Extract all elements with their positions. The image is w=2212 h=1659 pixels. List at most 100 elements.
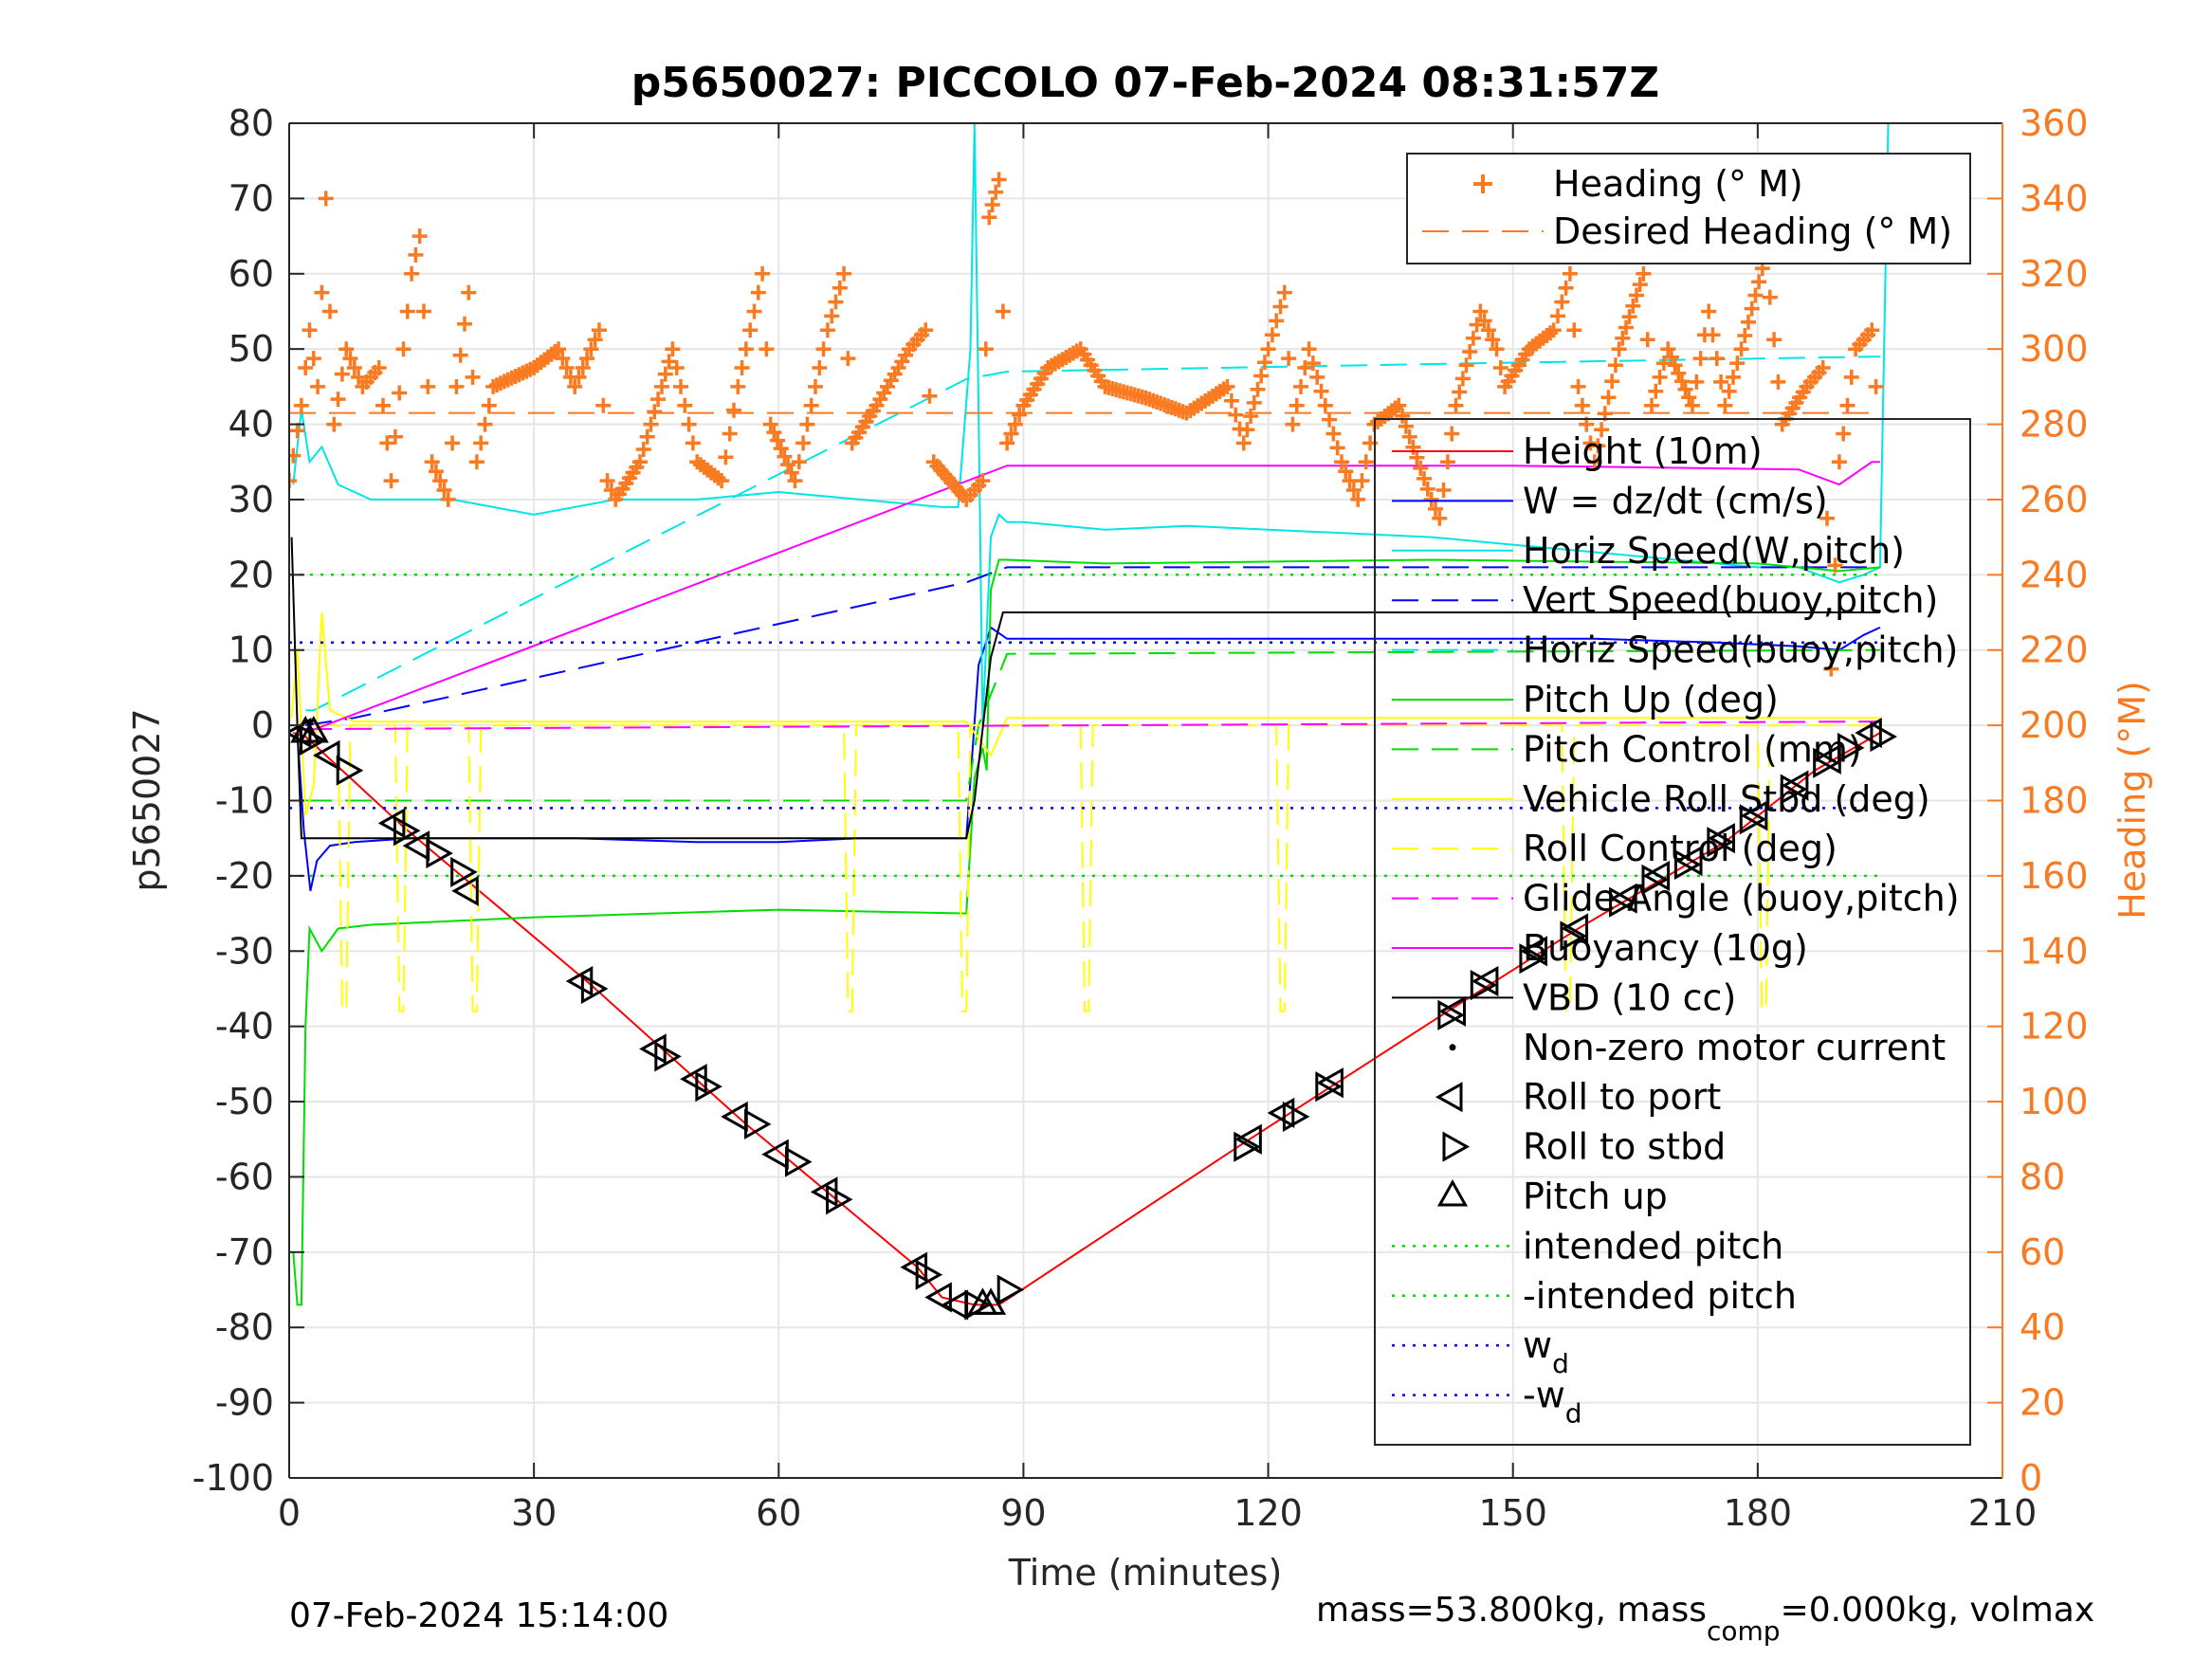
heading-point — [657, 366, 673, 382]
heading-point — [302, 322, 318, 338]
heading-point — [991, 172, 1007, 188]
heading-point — [1345, 483, 1362, 498]
heading-point — [1600, 390, 1617, 406]
heading-point — [452, 347, 468, 363]
heading-point — [1558, 280, 1574, 296]
heading-point — [1235, 435, 1252, 451]
heading-point — [1843, 369, 1859, 385]
heading-point — [828, 294, 844, 310]
roll-to-stbd-marker — [1739, 804, 1767, 835]
heading-point — [399, 303, 415, 319]
heading-point — [999, 435, 1015, 451]
heading-point — [1297, 360, 1313, 375]
roll-to-port-marker — [1520, 936, 1548, 967]
legend-label: Vert Speed(buoy,pitch) — [1523, 579, 1938, 621]
legend-label: Horiz Speed(W,pitch) — [1523, 530, 1905, 572]
heading-point — [832, 280, 848, 296]
x-tick-label: 210 — [1968, 1492, 2038, 1534]
heading-point — [1566, 322, 1582, 338]
legend-label: -intended pitch — [1523, 1275, 1797, 1317]
roll-to-port-marker — [1708, 823, 1735, 854]
y-tick-label: 0 — [251, 704, 274, 746]
heading-point — [1660, 341, 1676, 357]
heading-point — [1334, 454, 1349, 470]
heading-point — [975, 473, 991, 489]
heading-point — [1395, 408, 1411, 424]
y2-tick-label: 300 — [2020, 328, 2089, 370]
legend-label: -wd — [1523, 1375, 1582, 1430]
heading-point — [661, 354, 677, 370]
series-vehicle-roll-stbd-deg — [290, 611, 1880, 816]
legend-label-subscript: d — [1565, 1398, 1582, 1430]
legend-label: Roll to port — [1523, 1076, 1721, 1118]
roll-to-port-marker — [1267, 1097, 1295, 1129]
heading-point — [981, 210, 997, 226]
legend-label-text: VBD (10 cc) — [1523, 976, 1736, 1018]
roll-to-stbd-marker — [915, 1259, 943, 1290]
heading-point — [643, 416, 659, 432]
heading-point — [1391, 397, 1407, 413]
heading-point — [755, 265, 771, 282]
heading-point — [984, 197, 1000, 212]
heading-point — [342, 351, 358, 367]
heading-point — [1713, 374, 1729, 390]
legend-label: Roll to stbd — [1523, 1126, 1726, 1168]
roll-to-stbd-marker — [300, 724, 327, 757]
heading-point — [1465, 330, 1481, 346]
heading-point — [635, 442, 651, 457]
heading-point — [375, 397, 391, 413]
heading-point — [1350, 491, 1366, 507]
y-tick-label: -30 — [215, 930, 274, 972]
heading-point — [1689, 374, 1705, 390]
heading-point — [746, 303, 762, 319]
heading-point — [803, 397, 819, 413]
legend-label: wd — [1523, 1324, 1569, 1379]
heading-point — [1681, 390, 1697, 406]
heading-point — [1281, 351, 1297, 367]
y-tick-label: 40 — [229, 404, 274, 446]
y2-tick-label: 260 — [2020, 479, 2089, 520]
roll-to-stbd-marker — [695, 1071, 722, 1103]
heading-point — [305, 351, 321, 367]
heading-point — [726, 402, 741, 418]
y2-tick-label: 240 — [2020, 554, 2089, 595]
heading-point — [783, 465, 799, 481]
series-horiz-speed-buoy-pitch — [305, 356, 1880, 712]
roll-to-stbd-marker — [450, 856, 478, 887]
heading-point — [1744, 301, 1760, 317]
y-tick-label: 60 — [229, 253, 274, 295]
heading-point — [322, 303, 338, 319]
roll-to-stbd-marker — [784, 1146, 813, 1177]
heading-point — [922, 388, 938, 404]
heading-point — [1751, 274, 1767, 290]
legend-label: intended pitch — [1523, 1225, 1783, 1267]
heading-point — [440, 491, 456, 507]
heading-point — [1256, 355, 1272, 371]
heading-point — [1276, 284, 1292, 301]
roll-to-stbd-marker — [1870, 720, 1897, 753]
heading-point — [579, 351, 595, 367]
legend-label: Pitch Control (mm) — [1523, 728, 1862, 770]
x-tick-label: 0 — [278, 1492, 301, 1534]
y2-tick-label: 60 — [2020, 1231, 2065, 1273]
heading-point — [457, 316, 472, 332]
heading-point — [599, 473, 615, 489]
heading-point — [1741, 314, 1756, 330]
heading-point — [770, 432, 786, 448]
heading-point — [1243, 409, 1259, 424]
heading-point — [1398, 418, 1414, 434]
roll-to-port-marker — [1561, 913, 1589, 944]
plot-area — [289, 123, 1897, 1321]
legend-label: Roll Control (deg) — [1523, 828, 1837, 869]
roll-to-port-marker — [1642, 860, 1671, 891]
legend-label-text: Non-zero motor current — [1523, 1027, 1946, 1068]
heading-point — [473, 435, 489, 451]
heading-point — [1338, 464, 1354, 480]
heading-point — [371, 360, 387, 375]
heading-point — [673, 378, 688, 394]
heading-point — [812, 360, 828, 375]
legend-label-text: Roll Control (deg) — [1523, 828, 1837, 869]
heading-legend: Heading (° M) Desired Heading (° M) — [1406, 153, 1971, 264]
heading-point — [1301, 341, 1317, 357]
